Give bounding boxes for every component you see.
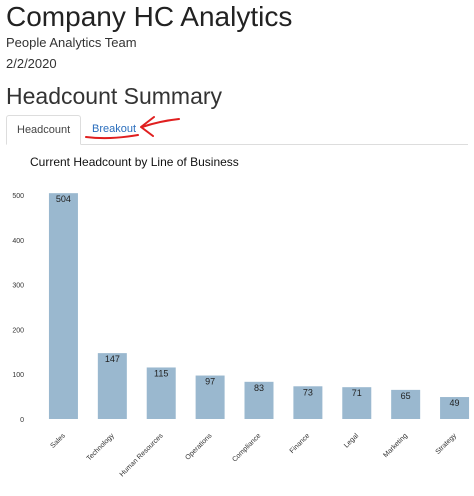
x-tick-label: Sales xyxy=(50,432,68,450)
bar-value-label: 147 xyxy=(105,354,120,364)
bars: 504 147 115 97 83 73 71 65 49 xyxy=(48,193,470,419)
chart-title: Current Headcount by Line of Business xyxy=(30,155,239,169)
bar xyxy=(342,387,372,419)
bar-value-label: 115 xyxy=(154,368,168,378)
report-date: 2/2/2020 xyxy=(6,56,57,71)
x-tick-label: Strategy xyxy=(435,432,459,456)
bar-value-label: 83 xyxy=(254,383,264,393)
x-tick-label: Technology xyxy=(86,432,116,462)
team-name: People Analytics Team xyxy=(6,35,137,50)
bar-value-label: 65 xyxy=(401,391,411,401)
bar-value-label: 97 xyxy=(205,377,215,387)
y-tick-label: 300 xyxy=(12,283,24,290)
y-tick-label: 200 xyxy=(12,327,24,334)
page-title: Company HC Analytics xyxy=(6,1,293,32)
x-tick-label: Finance xyxy=(289,432,312,455)
y-tick-label: 500 xyxy=(12,193,24,200)
y-tick-label: 400 xyxy=(12,238,24,245)
headcount-bar-chart: Current Headcount by Line of Business 0 1… xyxy=(12,155,470,478)
tab-headcount[interactable]: Headcount xyxy=(6,115,82,145)
bar xyxy=(391,389,421,419)
bar xyxy=(244,381,274,419)
bar-value-label: 71 xyxy=(352,388,362,398)
bar-value-label: 73 xyxy=(303,387,313,397)
bar xyxy=(97,353,127,419)
bar-value-label: 49 xyxy=(450,398,460,408)
x-tick-label: Human Resources xyxy=(119,432,165,478)
bar xyxy=(195,375,225,419)
y-tick-label: 0 xyxy=(20,417,24,424)
bar xyxy=(293,386,323,419)
x-tick-label: Legal xyxy=(343,432,360,449)
x-tick-label: Marketing xyxy=(382,432,409,459)
tab-breakout[interactable]: Breakout xyxy=(92,123,137,135)
y-tick-label: 100 xyxy=(12,372,24,379)
bar xyxy=(48,193,78,419)
x-axis: Sales Technology Human Resources Operations… xyxy=(50,432,459,478)
bar xyxy=(440,397,470,419)
x-tick-label: Operations xyxy=(184,432,214,462)
tab-bar: Headcount Breakout xyxy=(6,115,468,145)
bar xyxy=(146,367,176,419)
x-tick-label: Compliance xyxy=(231,432,262,463)
y-axis: 0 100 200 300 400 500 xyxy=(12,193,24,424)
section-title: Headcount Summary xyxy=(6,83,223,109)
bar-value-label: 504 xyxy=(56,194,71,204)
